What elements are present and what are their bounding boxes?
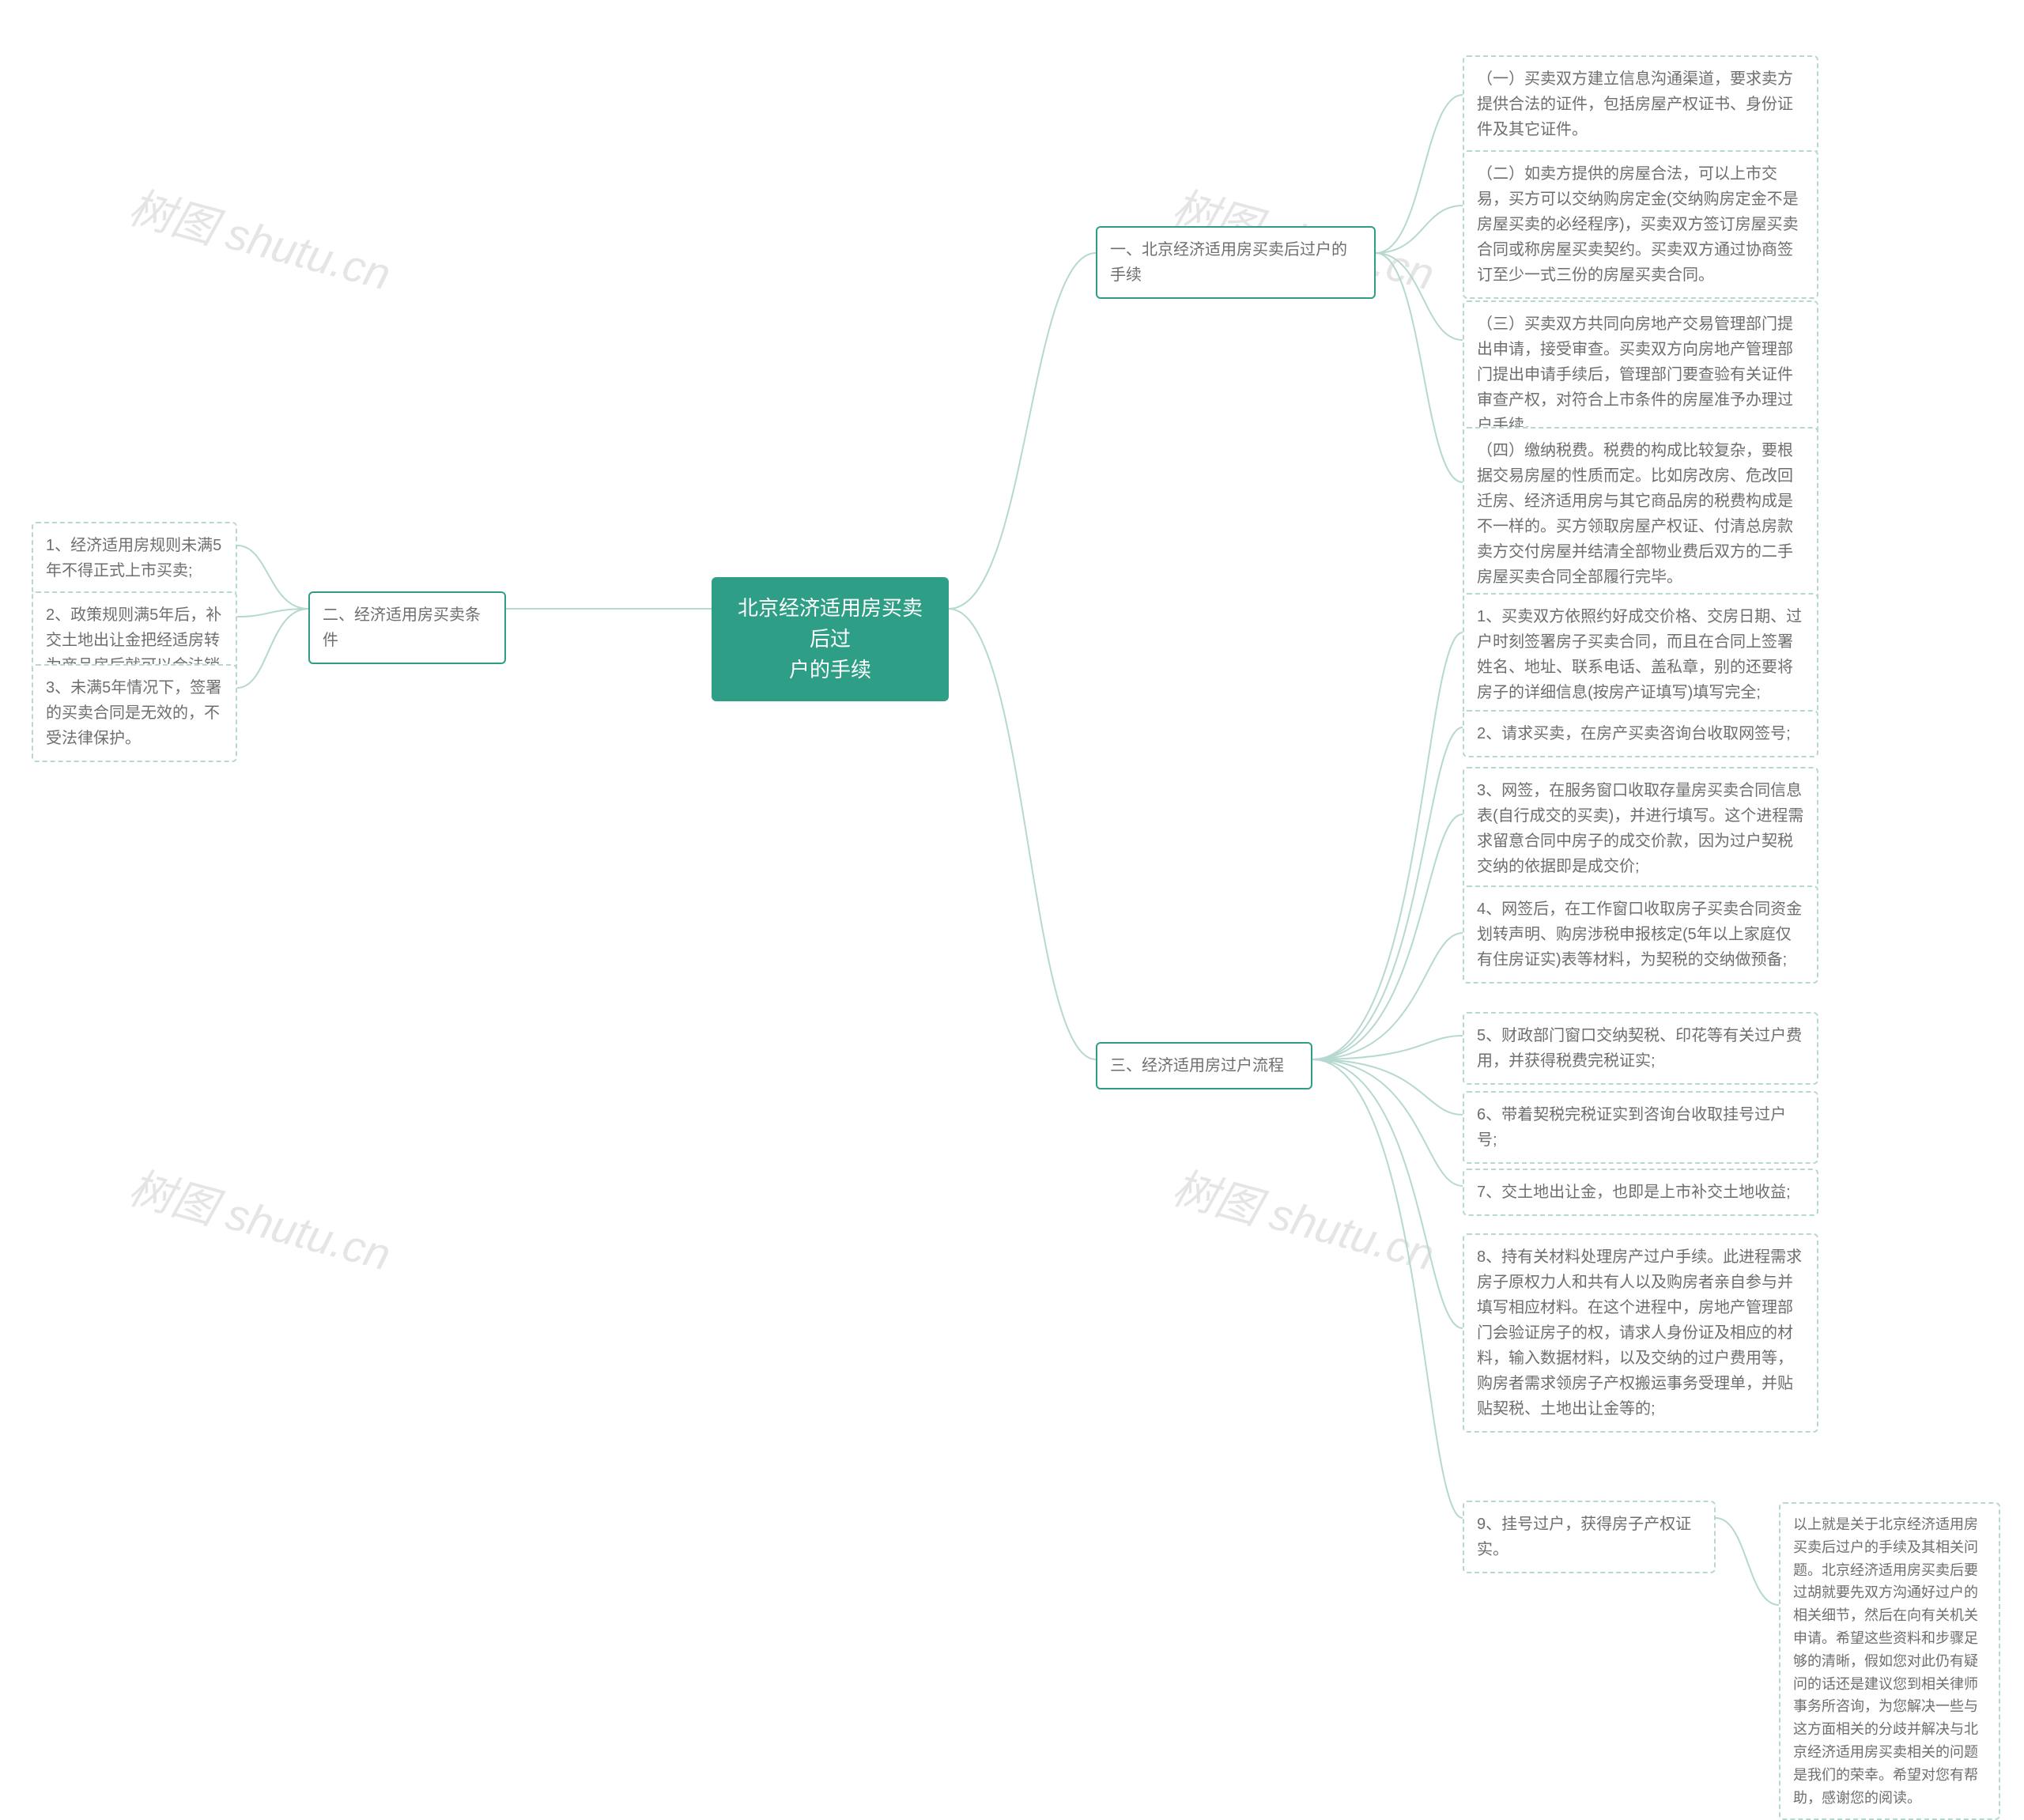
branch-1-leaf-1: （一）买卖双方建立信息沟通渠道，要求卖方提供合法的证件，包括房屋产权证书、身份证… <box>1463 55 1818 153</box>
branch-3-leaf-9-deep: 以上就是关于北京经济适用房买卖后过户的手续及其相关问题。北京经济适用房买卖后要过… <box>1779 1502 2000 1820</box>
leaf-text: 9、挂号过户，获得房子产权证实。 <box>1477 1516 1691 1558</box>
leaf-text: 1、经济适用房规则未满5年不得正式上市买卖; <box>46 537 221 580</box>
branch-2-leaf-3: 3、未满5年情况下，签署的买卖合同是无效的，不受法律保护。 <box>32 664 237 762</box>
branch-3: 三、经济适用房过户流程 <box>1096 1042 1312 1089</box>
leaf-text: （四）缴纳税费。税费的构成比较复杂，要根据交易房屋的性质而定。比如房改房、危改回… <box>1477 442 1793 586</box>
center-node: 北京经济适用房买卖后过户的手续 <box>712 577 949 701</box>
branch-3-leaf-1: 1、买卖双方依照约好成交价格、交房日期、过户时刻签署房子买卖合同，而且在合同上签… <box>1463 593 1818 716</box>
leaf-text: 2、请求买卖，在房产买卖咨询台收取网签号; <box>1477 725 1791 742</box>
branch-3-label: 三、经济适用房过户流程 <box>1110 1057 1284 1074</box>
leaf-text: （三）买卖双方共同向房地产交易管理部门提出申请，接受审查。买卖双方向房地产管理部… <box>1477 315 1793 434</box>
leaf-text: 3、网签，在服务窗口收取存量房买卖合同信息表(自行成交的买卖)，并进行填写。这个… <box>1477 782 1803 875</box>
leaf-text: 6、带着契税完税证实到咨询台收取挂号过户号; <box>1477 1106 1786 1149</box>
leaf-text: 4、网签后，在工作窗口收取房子买卖合同资金划转声明、购房涉税申报核定(5年以上家… <box>1477 901 1802 969</box>
watermark: 树图 shutu.cn <box>1166 1152 1442 1283</box>
branch-3-leaf-4: 4、网签后，在工作窗口收取房子买卖合同资金划转声明、购房涉税申报核定(5年以上家… <box>1463 885 1818 984</box>
center-label: 北京经济适用房买卖后过户的手续 <box>738 596 923 682</box>
leaf-text: 5、财政部门窗口交纳契税、印花等有关过户费用，并获得税费完税证实; <box>1477 1027 1802 1070</box>
mindmap-canvas: 树图 shutu.cn 树图 shutu.cn 树图 shutu.cn 树图 s… <box>0 0 2024 1811</box>
leaf-text: （一）买卖双方建立信息沟通渠道，要求卖方提供合法的证件，包括房屋产权证书、身份证… <box>1477 70 1793 138</box>
branch-3-leaf-9: 9、挂号过户，获得房子产权证实。 <box>1463 1501 1716 1573</box>
watermark: 树图 shutu.cn <box>123 172 398 303</box>
branch-3-leaf-7: 7、交土地出让金，也即是上市补交土地收益; <box>1463 1169 1818 1216</box>
branch-3-leaf-5: 5、财政部门窗口交纳契税、印花等有关过户费用，并获得税费完税证实; <box>1463 1012 1818 1085</box>
leaf-text: 8、持有关材料处理房产过户手续。此进程需求房子原权力人和共有人以及购房者亲自参与… <box>1477 1248 1802 1418</box>
leaf-text: 7、交土地出让金，也即是上市补交土地收益; <box>1477 1184 1791 1201</box>
branch-3-leaf-3: 3、网签，在服务窗口收取存量房买卖合同信息表(自行成交的买卖)，并进行填写。这个… <box>1463 767 1818 890</box>
branch-1: 一、北京经济适用房买卖后过户的手续 <box>1096 226 1376 299</box>
branch-1-leaf-2: （二）如卖方提供的房屋合法，可以上市交易，买方可以交纳购房定金(交纳购房定金不是… <box>1463 150 1818 299</box>
branch-2-leaf-1: 1、经济适用房规则未满5年不得正式上市买卖; <box>32 522 237 595</box>
leaf-text: 3、未满5年情况下，签署的买卖合同是无效的，不受法律保护。 <box>46 679 221 747</box>
branch-1-leaf-4: （四）缴纳税费。税费的构成比较复杂，要根据交易房屋的性质而定。比如房改房、危改回… <box>1463 427 1818 601</box>
branch-3-leaf-8: 8、持有关材料处理房产过户手续。此进程需求房子原权力人和共有人以及购房者亲自参与… <box>1463 1233 1818 1433</box>
branch-1-label: 一、北京经济适用房买卖后过户的手续 <box>1110 241 1347 284</box>
branch-2: 二、经济适用房买卖条件 <box>308 591 506 664</box>
watermark: 树图 shutu.cn <box>123 1152 398 1283</box>
leaf-text: 1、买卖双方依照约好成交价格、交房日期、过户时刻签署房子买卖合同，而且在合同上签… <box>1477 608 1802 701</box>
branch-3-leaf-2: 2、请求买卖，在房产买卖咨询台收取网签号; <box>1463 710 1818 757</box>
leaf-text: （二）如卖方提供的房屋合法，可以上市交易，买方可以交纳购房定金(交纳购房定金不是… <box>1477 165 1799 284</box>
leaf-text: 以上就是关于北京经济适用房买卖后过户的手续及其相关问题。北京经济适用房买卖后要过… <box>1793 1516 1978 1806</box>
branch-2-label: 二、经济适用房买卖条件 <box>323 606 481 649</box>
branch-3-leaf-6: 6、带着契税完税证实到咨询台收取挂号过户号; <box>1463 1091 1818 1164</box>
